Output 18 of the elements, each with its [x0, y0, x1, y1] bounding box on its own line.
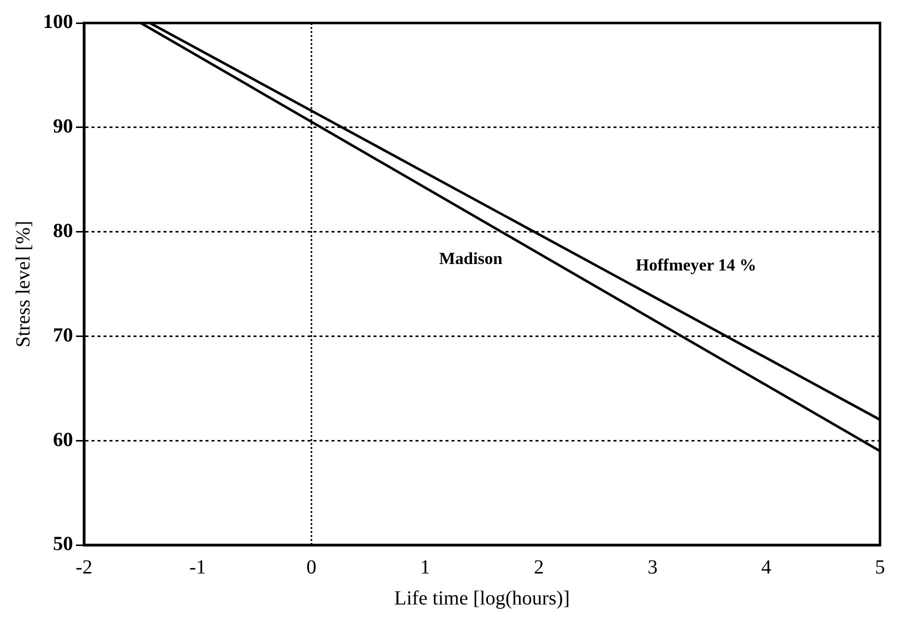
- x-tick-label: 5: [875, 556, 885, 578]
- x-tick-label: 0: [306, 556, 316, 578]
- x-tick-label: 1: [420, 556, 430, 578]
- series-label: Madison: [439, 248, 503, 268]
- y-tick-label: 100: [43, 11, 73, 34]
- y-tick-label: 70: [53, 324, 73, 346]
- x-tick-label: -1: [189, 556, 206, 578]
- x-tick-label: 2: [534, 556, 544, 578]
- x-tick-label: 3: [648, 556, 658, 578]
- series-label: Hoffmeyer 14 %: [636, 256, 756, 275]
- y-tick-label: 50: [53, 533, 73, 556]
- y-tick-label: 80: [53, 220, 73, 242]
- y-tick-label: 60: [53, 428, 73, 451]
- y-tick-label: 90: [53, 116, 73, 138]
- x-tick-label: -2: [76, 556, 92, 578]
- x-axis-title: Life time [log(hours)]: [394, 587, 570, 610]
- x-tick-label: 4: [761, 556, 772, 578]
- y-axis-title: Stress level [%]: [12, 220, 34, 348]
